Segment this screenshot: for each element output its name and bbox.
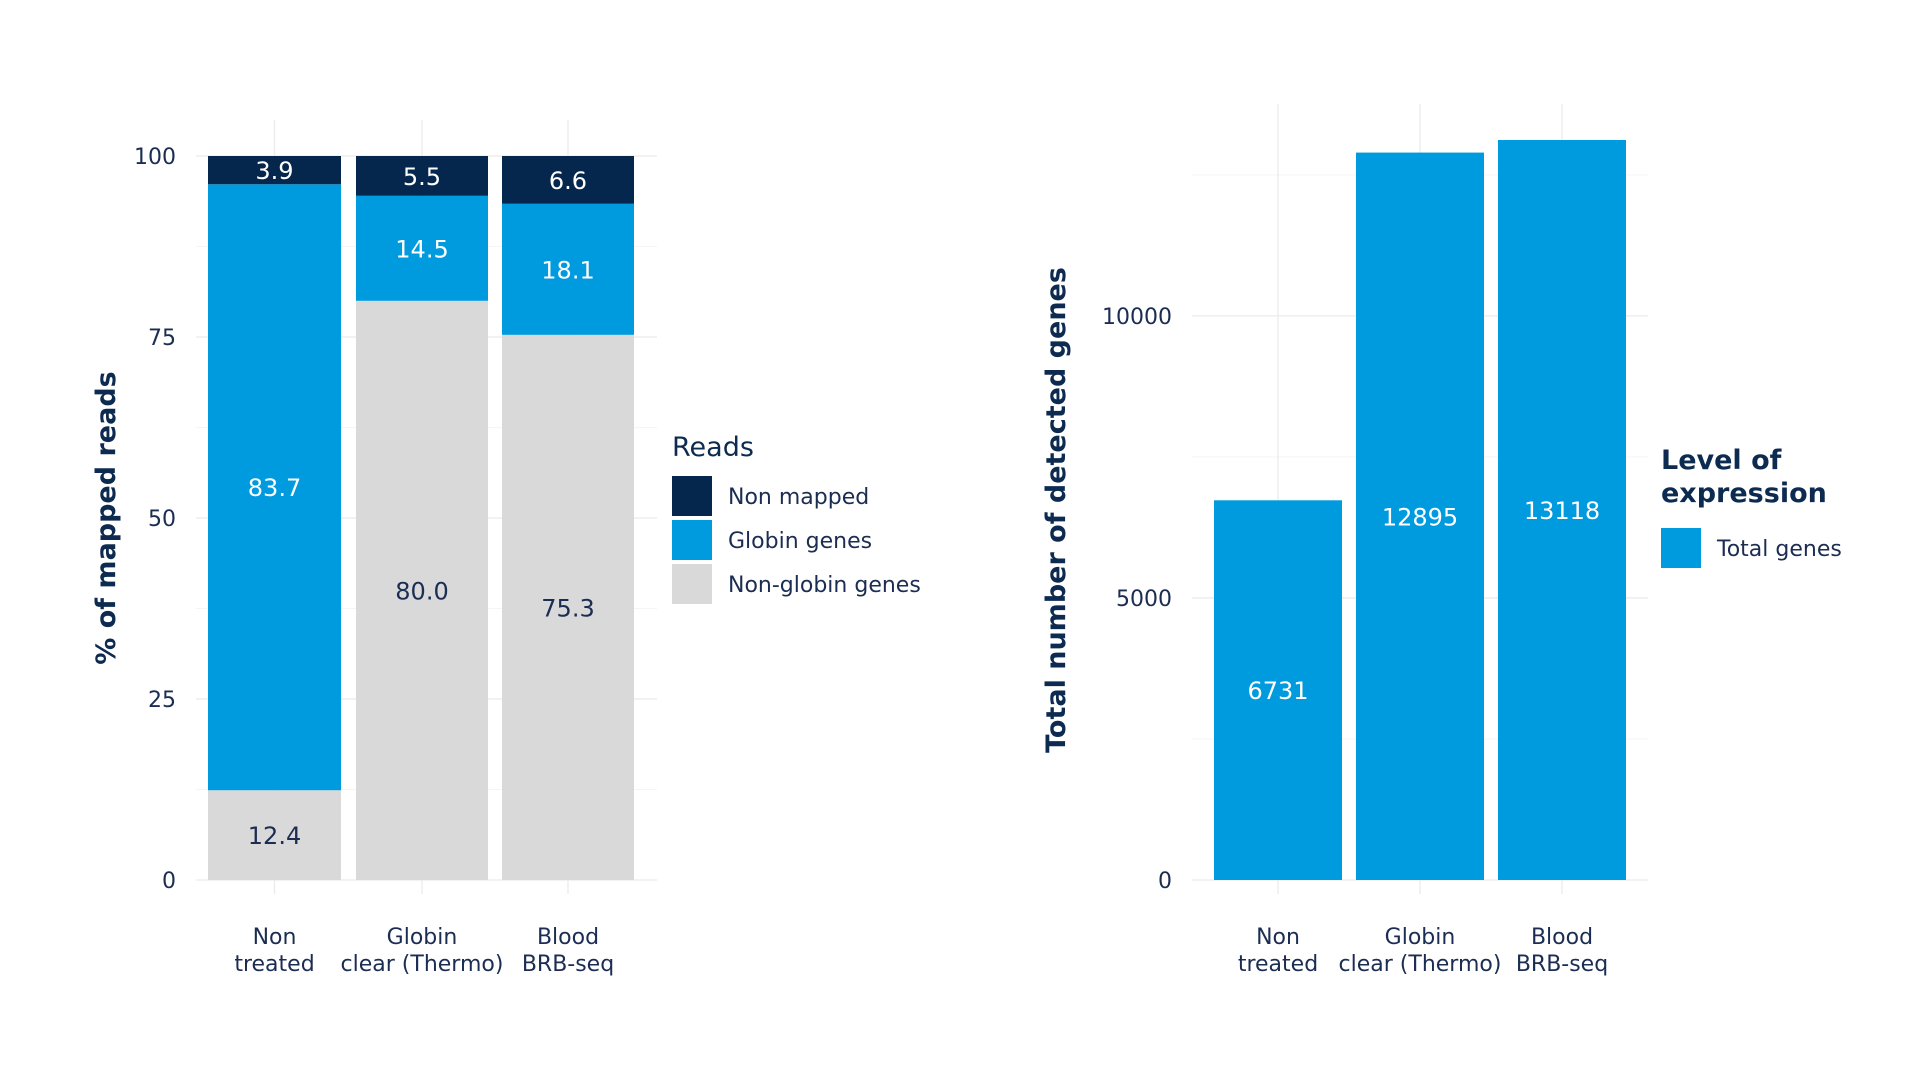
x-tick-label-line: BRB-seq [1516, 952, 1608, 977]
legend-key [672, 476, 712, 516]
x-tick-label: Blood BRB-seq [1516, 925, 1608, 977]
x-tick-label-line: clear (Thermo) [1339, 952, 1502, 977]
data-label: 6731 [1247, 677, 1308, 705]
y-tick-label: 10000 [1102, 305, 1172, 330]
bar-segment [1498, 140, 1626, 880]
y-tick-label: 75 [148, 326, 176, 351]
y-tick-label: 100 [134, 145, 176, 170]
y-tick-label: 0 [162, 869, 176, 894]
y-tick-label: 5000 [1116, 587, 1172, 612]
data-label: 80.0 [395, 577, 448, 605]
legend-label: Non mapped [728, 485, 869, 510]
data-label: 6.6 [549, 167, 587, 195]
legend-key [1661, 528, 1701, 568]
legend-label: Globin genes [728, 529, 872, 554]
x-tick-label-line: BRB-seq [522, 952, 614, 977]
x-tick-label-line: treated [1238, 952, 1318, 977]
legend-label: Total genes [1716, 537, 1842, 562]
legend-title: Reads [672, 432, 754, 463]
bar-segment [356, 156, 488, 196]
bar-segment [208, 790, 341, 880]
x-tick-label-line: Blood [537, 925, 599, 950]
x-tick-label-line: Globin [387, 925, 458, 950]
bars: 6731 12895 13118 [1214, 140, 1626, 881]
bar-segment [356, 195, 488, 301]
y-tick-label: 25 [148, 688, 176, 713]
x-tick-label-line: Non [253, 925, 297, 950]
y-tick-label: 50 [148, 507, 176, 532]
x-tick-label-line: Blood [1531, 925, 1593, 950]
data-label: 18.1 [541, 256, 594, 284]
bar-segment [502, 334, 634, 880]
x-tick-label: Globin clear (Thermo) [1339, 925, 1502, 977]
chart-panel-2: 0 5000 10000 6731 12895 13118 Non treated Globin… [1041, 104, 1842, 977]
legend-title: Level of [1661, 445, 1782, 476]
y-tick-label: 0 [1158, 869, 1172, 894]
x-tick-label-line: treated [234, 952, 314, 977]
bar-segment [208, 156, 341, 185]
bar-segment [1214, 500, 1342, 880]
data-label: 14.5 [395, 235, 448, 263]
bar-segment [356, 300, 488, 880]
x-tick-label-line: Non [1256, 925, 1300, 950]
x-tick-label: Globin clear (Thermo) [341, 925, 504, 977]
x-tick-label-line: Globin [1385, 925, 1456, 950]
data-label: 5.5 [403, 163, 441, 191]
bar-segment [502, 203, 634, 335]
legend-key [672, 564, 712, 604]
chart-panel-1: 0 25 50 75 100 12.4 80.0 75.3 83.7 14.5 18.1 3.9 5.5… [91, 120, 921, 977]
x-tick-label-line: clear (Thermo) [341, 952, 504, 977]
x-tick-label: Blood BRB-seq [522, 925, 614, 977]
data-label: 75.3 [541, 594, 594, 622]
x-tick-label: Non treated [1238, 925, 1318, 977]
legend-label: Non-globin genes [728, 573, 921, 598]
data-label: 3.9 [255, 157, 293, 185]
y-axis-title: Total number of detected genes [1041, 267, 1072, 753]
bar-segment [208, 184, 341, 791]
data-label: 12895 [1382, 503, 1458, 531]
y-axis-title: % of mapped reads [91, 371, 122, 664]
data-label: 13118 [1524, 497, 1600, 525]
legend-title: expression [1661, 478, 1827, 509]
bar-segment [502, 156, 634, 204]
x-tick-label: Non treated [234, 925, 314, 977]
data-label: 83.7 [248, 474, 301, 502]
legend-key [672, 520, 712, 560]
bar-segment [1356, 152, 1484, 881]
legend: Reads Non mapped Globin genes Non-globin ge… [672, 432, 921, 604]
data-label: 12.4 [248, 822, 301, 850]
bars: 12.4 80.0 75.3 83.7 14.5 18.1 3.9 5.5 6.6 [208, 156, 634, 880]
